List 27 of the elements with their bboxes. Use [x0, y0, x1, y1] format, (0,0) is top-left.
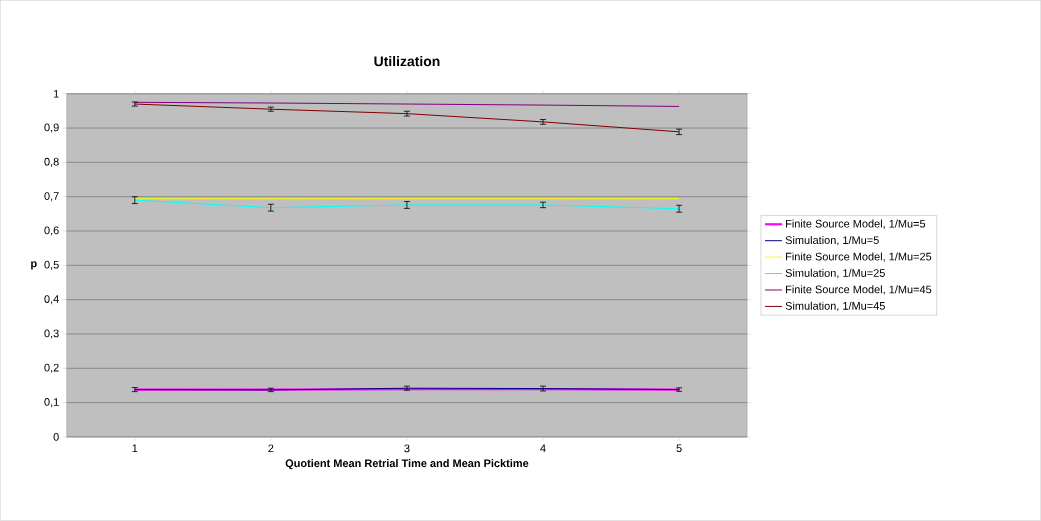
chart-title: Utilization [374, 56, 440, 67]
y-tick-label: 0,4 [44, 295, 59, 305]
legend-label: Simulation, 1/Mu=25 [785, 269, 885, 279]
legend-label: Finite Source Model, 1/Mu=5 [786, 219, 926, 230]
y-tick-label: 0,5 [44, 260, 59, 271]
y-tick-label: 0,9 [44, 123, 59, 133]
legend-label: Finite Source Model, 1/Mu=25 [786, 252, 932, 262]
line-series [134, 103, 680, 133]
y-tick-label: 0,3 [44, 329, 59, 339]
x-tick-label: 1 [132, 444, 138, 453]
legend-label: Simulation, 1/Mu=5 [785, 236, 879, 246]
legend-label: Finite Source Model, 1/Mu=45 [786, 285, 932, 295]
legend-label: Simulation, 1/Mu=45 [785, 301, 885, 312]
x-tick-label: 3 [404, 444, 410, 453]
x-axis-title: Quotient Mean Retrial Time and Mean Picktime [285, 459, 529, 470]
y-tick-label: 0,6 [44, 226, 59, 236]
y-tick-label: 1 [53, 90, 59, 98]
line-series [134, 199, 680, 210]
x-tick-label: 5 [676, 444, 682, 453]
y-tick-label: 0,2 [44, 363, 59, 373]
y-tick-label: 0 [53, 433, 59, 441]
y-tick-label: 0,7 [44, 192, 59, 202]
y-axis-title: p [31, 261, 37, 270]
y-tick-label: 0,8 [44, 158, 59, 168]
x-tick-label: 4 [540, 444, 546, 453]
x-tick-label: 2 [268, 444, 274, 453]
y-tick-label: 0,1 [44, 398, 59, 408]
